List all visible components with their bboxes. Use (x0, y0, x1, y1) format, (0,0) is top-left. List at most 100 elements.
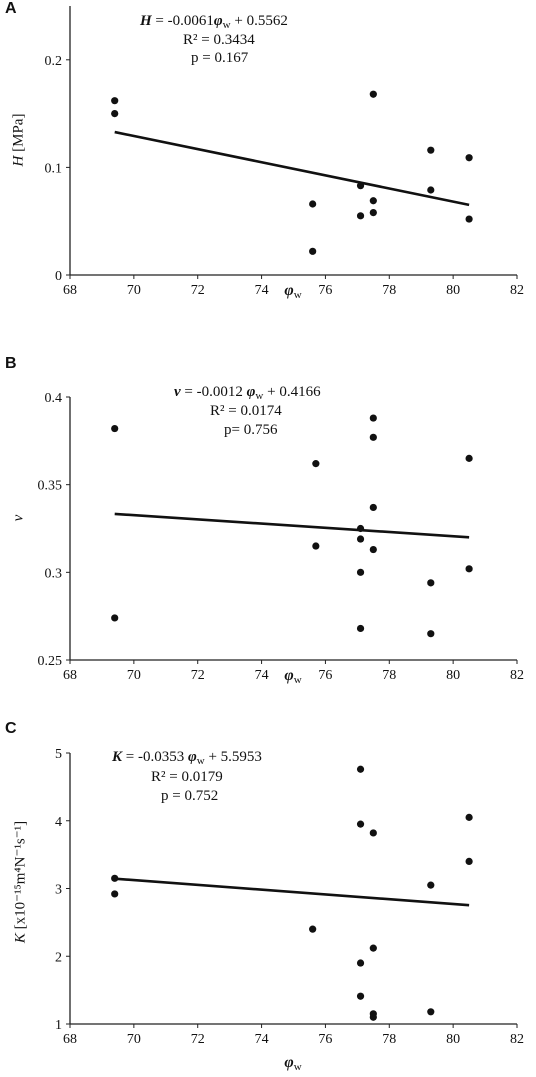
x-tick-label: 68 (63, 1032, 77, 1047)
r-squared: R² = 0.0179 (151, 769, 223, 785)
x-tick-label: 70 (127, 1032, 141, 1047)
data-point (369, 829, 377, 837)
equation-x: φ (246, 384, 256, 400)
data-point (111, 424, 119, 433)
data-point (312, 460, 320, 468)
x-tick-label: 72 (191, 283, 205, 298)
y-axis-title: K [x10⁻¹⁵m⁴N⁻¹s⁻¹] (11, 821, 30, 943)
equation-tail: + 0.4166 (263, 384, 321, 400)
x-tick-label: 72 (191, 1032, 205, 1047)
equation-x: φ (187, 749, 197, 765)
y-axis-title: H [MPa] (11, 114, 28, 167)
x-axis-sub: w (293, 674, 302, 686)
x-tick-label: 80 (446, 283, 460, 298)
trend-line (114, 877, 470, 907)
x-tick-label: 72 (191, 668, 205, 683)
x-tick-label: 78 (382, 283, 396, 298)
x-tick-label: 74 (255, 283, 269, 298)
equation-var: H (140, 13, 152, 29)
data-point (465, 215, 473, 223)
x-tick-label: 78 (382, 1032, 396, 1047)
y-tick-label: 0.4 (45, 391, 63, 406)
data-point (309, 200, 317, 208)
x-tick-label: 74 (255, 1032, 269, 1047)
data-point (369, 208, 377, 217)
x-tick-label: 76 (318, 668, 332, 683)
data-point (369, 944, 377, 952)
equation-x-sub: w (222, 19, 231, 31)
x-tick-label: 80 (446, 668, 460, 683)
panel-b: B 68 70 72 74 76 78 80 82 0.25 0.3 0.35 0.4 ν = -0.… (0, 355, 536, 686)
x-axis-sub: w (293, 289, 302, 301)
x-axis-title: φw (284, 282, 301, 301)
x-tick-label: 82 (510, 283, 524, 298)
data-point (465, 813, 473, 821)
equation-rest: = -0.0012 (180, 384, 247, 400)
x-axis-title: φw (284, 667, 301, 686)
x-tick-label: 68 (63, 283, 77, 298)
x-tick-label: 74 (255, 668, 269, 683)
x-tick-label: 80 (446, 1032, 460, 1047)
data-point (369, 503, 377, 512)
data-point (369, 545, 377, 554)
trend-line (114, 130, 470, 207)
equation-tail: + 5.5953 (204, 749, 262, 765)
x-tick-label: 70 (127, 668, 141, 683)
data-point (356, 765, 365, 773)
data-point (369, 197, 377, 205)
y-axis-unit: [x10⁻¹⁵m⁴N⁻¹s⁻¹] (12, 820, 29, 934)
panel-label: B (5, 355, 17, 372)
data-point (465, 154, 473, 162)
equation-x: φ (213, 13, 223, 29)
data-point (111, 97, 119, 105)
panel-a: A 68 70 72 74 76 78 80 82 0 0.1 0.2 H = -0.0061φw … (0, 0, 536, 303)
data-point (356, 992, 365, 1000)
data-point (111, 614, 119, 622)
data-point (356, 624, 365, 633)
x-axis-var: φ (284, 1054, 294, 1071)
data-point (369, 90, 377, 98)
data-point (427, 1008, 435, 1016)
data-point (369, 433, 377, 441)
p-value: p = 0.167 (191, 50, 249, 66)
panel-label: A (5, 0, 17, 17)
equation-tail: + 0.5562 (230, 13, 288, 29)
y-tick-label: 0.3 (45, 566, 63, 581)
x-axis-var: φ (284, 282, 294, 299)
chart-a: 68 70 72 74 76 78 80 82 0 0.1 0.2 (45, 6, 524, 298)
chart-c: 68 70 72 74 76 78 80 82 1 2 3 4 5 (55, 747, 524, 1047)
y-tick-label: 1 (55, 1018, 62, 1033)
y-tick-label: 0.25 (38, 654, 63, 669)
data-point (369, 414, 377, 422)
data-point (427, 186, 435, 194)
data-point (356, 959, 365, 967)
data-point (111, 874, 119, 882)
x-tick-label: 70 (127, 283, 141, 298)
data-point (427, 881, 435, 889)
data-point (356, 524, 365, 533)
y-tick-label: 0.35 (38, 479, 63, 494)
y-tick-label: 0.1 (45, 161, 63, 176)
data-point (356, 535, 365, 543)
equation-rest: = -0.0061 (151, 13, 214, 29)
y-tick-label: 4 (55, 815, 62, 830)
trend-line (114, 512, 470, 539)
y-tick-label: 0.2 (45, 54, 63, 69)
equation: ν = -0.0012 φw + 0.4166 (174, 383, 321, 406)
equation-x-sub: w (196, 755, 205, 767)
equation: K = -0.0353 φw + 5.5953 (112, 748, 262, 771)
y-tick-label: 5 (55, 747, 62, 762)
y-axis-var: ν (10, 514, 27, 522)
data-point (427, 579, 435, 587)
chart-b: 68 70 72 74 76 78 80 82 0.25 0.3 0.35 0.4 (38, 391, 525, 683)
data-point (356, 568, 365, 576)
x-axis-title: φw (284, 1054, 301, 1073)
p-value: p= 0.756 (224, 422, 278, 438)
y-axis-var: H (10, 155, 27, 167)
data-point (309, 925, 317, 933)
p-value: p = 0.752 (161, 788, 219, 804)
data-point (427, 630, 435, 638)
x-tick-label: 68 (63, 668, 77, 683)
r-squared: R² = 0.0174 (210, 403, 282, 419)
x-tick-label: 82 (510, 668, 524, 683)
